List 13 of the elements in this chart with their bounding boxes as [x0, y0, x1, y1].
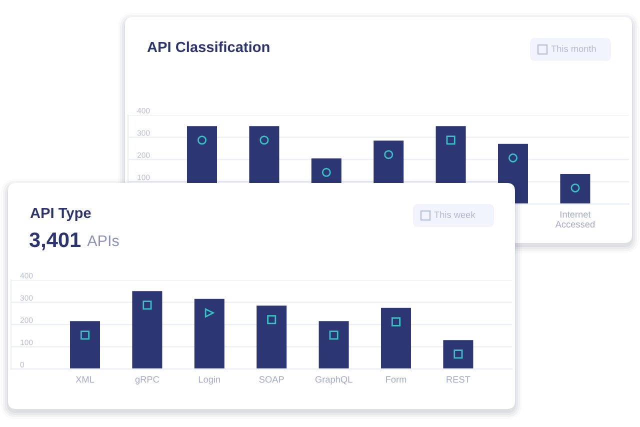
- x-tick-label: Internet Accessed: [555, 211, 594, 228]
- chart-title: API Classification: [147, 41, 270, 52]
- text: This month: [551, 45, 596, 52]
- text: This week: [434, 211, 476, 218]
- x-tick-label: XML: [76, 376, 94, 383]
- x-tick-label: GraphQL: [315, 376, 352, 384]
- x-tick-label: REST: [446, 376, 470, 383]
- chart-subtitle: 3,401 APIs: [29, 232, 119, 250]
- chart-title: API Type: [30, 208, 91, 222]
- x-tick-label: gRPC: [135, 376, 160, 384]
- x-tick-label: Form: [386, 376, 406, 383]
- x-tick-label: SOAP: [259, 376, 284, 383]
- x-tick-label: Login: [198, 376, 220, 384]
